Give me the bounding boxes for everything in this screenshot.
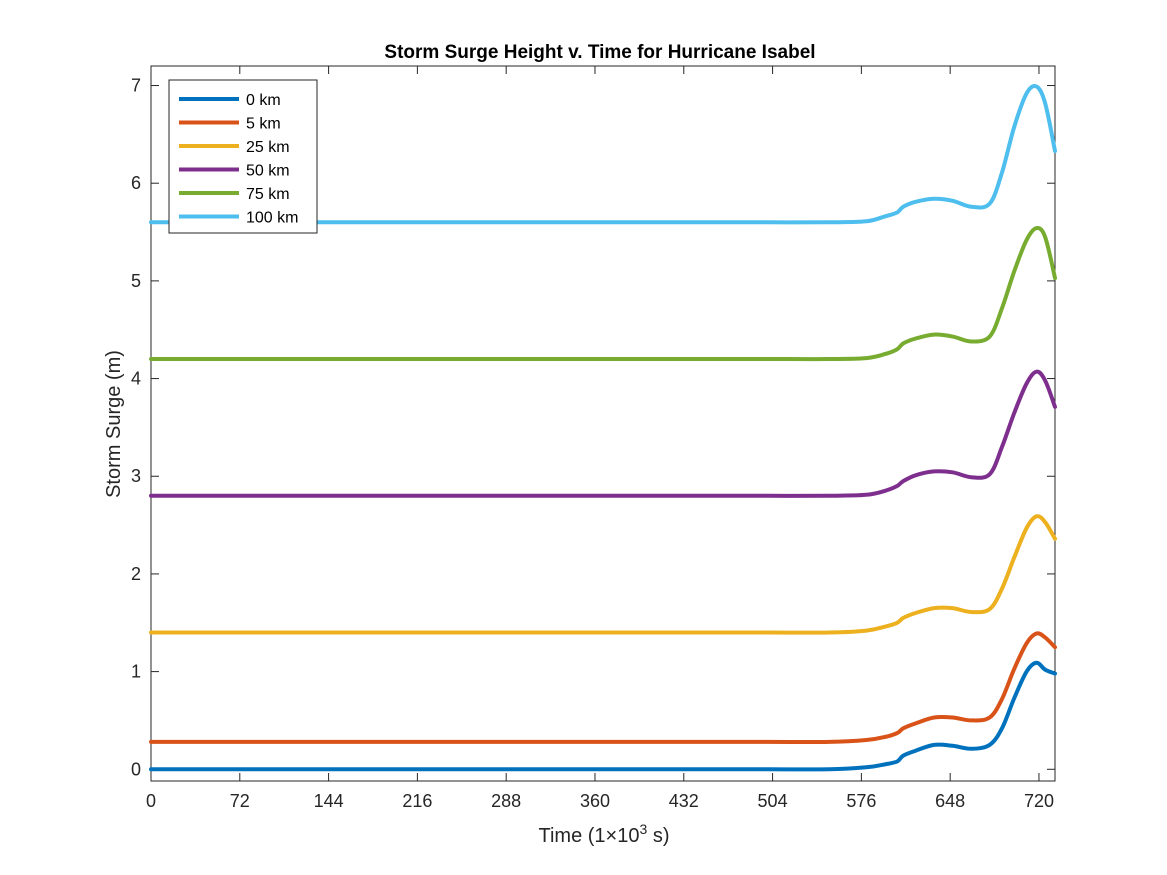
y-tick-label: 3 [131, 466, 141, 486]
y-tick-label: 4 [131, 369, 141, 389]
y-tick-label: 0 [131, 759, 141, 779]
series-lines [149, 83, 1057, 772]
series-line-0-km [149, 660, 1057, 772]
x-tick-label: 72 [230, 791, 250, 811]
series-line-75-km [149, 226, 1057, 362]
x-axis-label-times: × [606, 825, 618, 847]
y-tick-label: 5 [131, 271, 141, 291]
x-tick-label: 216 [402, 791, 432, 811]
legend-entry: 50 km [246, 163, 290, 180]
x-tick-label: 144 [314, 791, 344, 811]
x-axis-label-base: 10 [617, 825, 639, 847]
x-tick-label: 648 [935, 791, 965, 811]
x-axis-label-unit: s) [647, 825, 669, 847]
chart-title: Storm Surge Height v. Time for Hurricane… [384, 42, 815, 63]
x-axis-label-prefix: Time (1 [539, 825, 606, 847]
x-axis-ticks: 0 72 144 216 288 360 432 504 576 648 720 [146, 66, 1054, 811]
y-axis-label: Storm Surge (m) [103, 350, 125, 498]
series-line-25-km [149, 514, 1057, 635]
y-tick-label: 2 [131, 564, 141, 584]
x-axis-label: Time (1×103 s) [539, 821, 670, 847]
y-tick-label: 7 [131, 76, 141, 96]
series-line-100-km [149, 83, 1057, 225]
legend: 0 km 5 km 25 km 50 km 75 km 100 km [168, 79, 318, 234]
x-tick-label: 720 [1024, 791, 1054, 811]
x-axis-label-exponent: 3 [639, 821, 647, 837]
legend-entry: 75 km [246, 186, 290, 203]
legend-entry: 25 km [246, 139, 290, 156]
series-line-5-km [149, 631, 1057, 745]
y-tick-label: 1 [131, 662, 141, 682]
x-tick-label: 0 [146, 791, 156, 811]
x-tick-label: 288 [491, 791, 521, 811]
legend-entry: 0 km [246, 92, 281, 109]
series-line-50-km [149, 369, 1057, 498]
x-tick-label: 360 [580, 791, 610, 811]
x-tick-label: 432 [669, 791, 699, 811]
x-tick-label: 576 [846, 791, 876, 811]
legend-entry: 100 km [246, 210, 298, 227]
x-tick-label: 504 [758, 791, 788, 811]
legend-box [168, 79, 318, 234]
y-tick-label: 6 [131, 173, 141, 193]
legend-entry: 5 km [246, 116, 281, 133]
